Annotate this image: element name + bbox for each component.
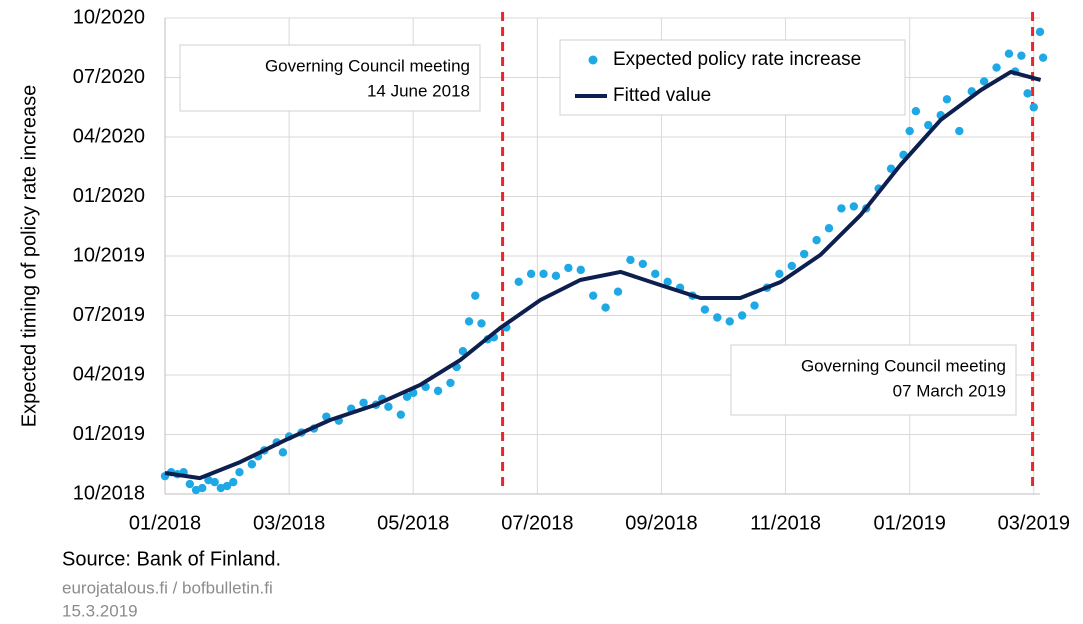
scatter-point [663, 277, 672, 286]
x-tick-label: 11/2018 [750, 512, 821, 534]
note: eurojatalous.fi / bofbulletin.fi [62, 578, 273, 597]
scatter-point [229, 477, 238, 487]
legend-label: Expected policy rate increase [613, 49, 861, 70]
scatter-point [446, 378, 455, 388]
x-tick-label: 03/2019 [998, 512, 1070, 534]
scatter-point [359, 398, 368, 407]
y-tick-label: 04/2019 [73, 363, 145, 385]
legend-box [559, 39, 906, 116]
legend-label: Fitted value [613, 85, 711, 106]
scatter-point [247, 460, 257, 469]
annotation-text: 07 March 2019 [893, 381, 1006, 400]
scatter-point [992, 63, 1001, 72]
scatter-point [551, 271, 561, 281]
scatter-point [384, 402, 393, 411]
scatter-point [638, 259, 648, 269]
scatter-point [588, 291, 598, 300]
x-tick-label: 01/2019 [874, 512, 946, 534]
x-tick-label: 07/2018 [501, 512, 573, 534]
scatter-point [613, 287, 623, 296]
scatter-point [514, 277, 523, 286]
scatter-point [849, 202, 859, 211]
fitted-line [164, 69, 1042, 481]
annotation-box [179, 44, 481, 112]
y-axis-label: Expected timing of policy rate increase [18, 85, 40, 427]
y-tick-label: 07/2019 [73, 304, 145, 326]
scatter-point [433, 386, 443, 396]
scatter-point [1023, 89, 1032, 98]
scatter-point [458, 347, 468, 356]
scatter-point [911, 107, 921, 116]
note: 15.3.2019 [62, 601, 138, 620]
scatter-point [924, 120, 933, 130]
scatter-point [799, 249, 809, 259]
scatter-point [886, 164, 896, 173]
scatter-point [1017, 51, 1026, 60]
scatter-point [222, 481, 232, 491]
source: Source: Bank of Finland. [62, 548, 281, 570]
scatter-point [812, 235, 821, 245]
annotation-text: Governing Council meeting [265, 56, 470, 75]
y-tick-label: 04/2020 [73, 125, 145, 147]
y-tick-label: 10/2020 [73, 6, 145, 28]
x-tick-label: 05/2018 [377, 512, 449, 534]
annotation-box [730, 344, 1017, 416]
scatter-point [1029, 103, 1038, 112]
scatter-point [396, 410, 406, 419]
scatter-point [198, 483, 207, 493]
scatter-point [979, 77, 989, 86]
y-tick-label: 01/2019 [73, 423, 145, 445]
y-tick-label: 07/2020 [73, 66, 145, 88]
scatter-point [651, 269, 660, 279]
scatter-point [824, 224, 834, 233]
scatter-point [775, 269, 784, 279]
scatter-point [278, 448, 288, 457]
scatter-point [601, 303, 610, 312]
y-tick-label: 10/2018 [73, 482, 145, 504]
scatter-point [905, 126, 914, 136]
scatter-point [477, 319, 486, 328]
scatter-point [235, 467, 244, 477]
scatter-point [402, 392, 412, 402]
y-tick-label: 01/2020 [73, 185, 145, 207]
scatter-point [210, 477, 219, 487]
annotation-text: 14 June 2018 [367, 81, 470, 100]
scatter-point [942, 95, 952, 104]
scatter-point [837, 204, 846, 213]
scatter-point [700, 305, 710, 314]
annotation-text: Governing Council meeting [801, 356, 1006, 375]
x-tick-label: 03/2018 [253, 512, 325, 534]
scatter-point [526, 269, 536, 279]
legend-marker [588, 55, 598, 65]
scatter-point [787, 261, 796, 271]
scatter-point [1035, 27, 1045, 37]
scatter-point [471, 291, 480, 300]
x-tick-label: 09/2018 [625, 512, 697, 534]
scatter-point [464, 317, 474, 326]
scatter-point [564, 263, 573, 273]
scatter-point [576, 265, 585, 275]
scatter-point [1004, 49, 1014, 58]
scatter-point [737, 311, 747, 320]
scatter-point [750, 301, 759, 310]
scatter-point [955, 126, 964, 136]
y-tick-label: 10/2019 [73, 244, 145, 266]
scatter-point [185, 479, 195, 489]
scatter-point [1038, 53, 1048, 62]
scatter-point [725, 317, 734, 326]
scatter-point [539, 269, 548, 279]
x-tick-label: 01/2018 [129, 512, 201, 534]
scatter-point [713, 313, 722, 322]
scatter-point [626, 255, 635, 265]
